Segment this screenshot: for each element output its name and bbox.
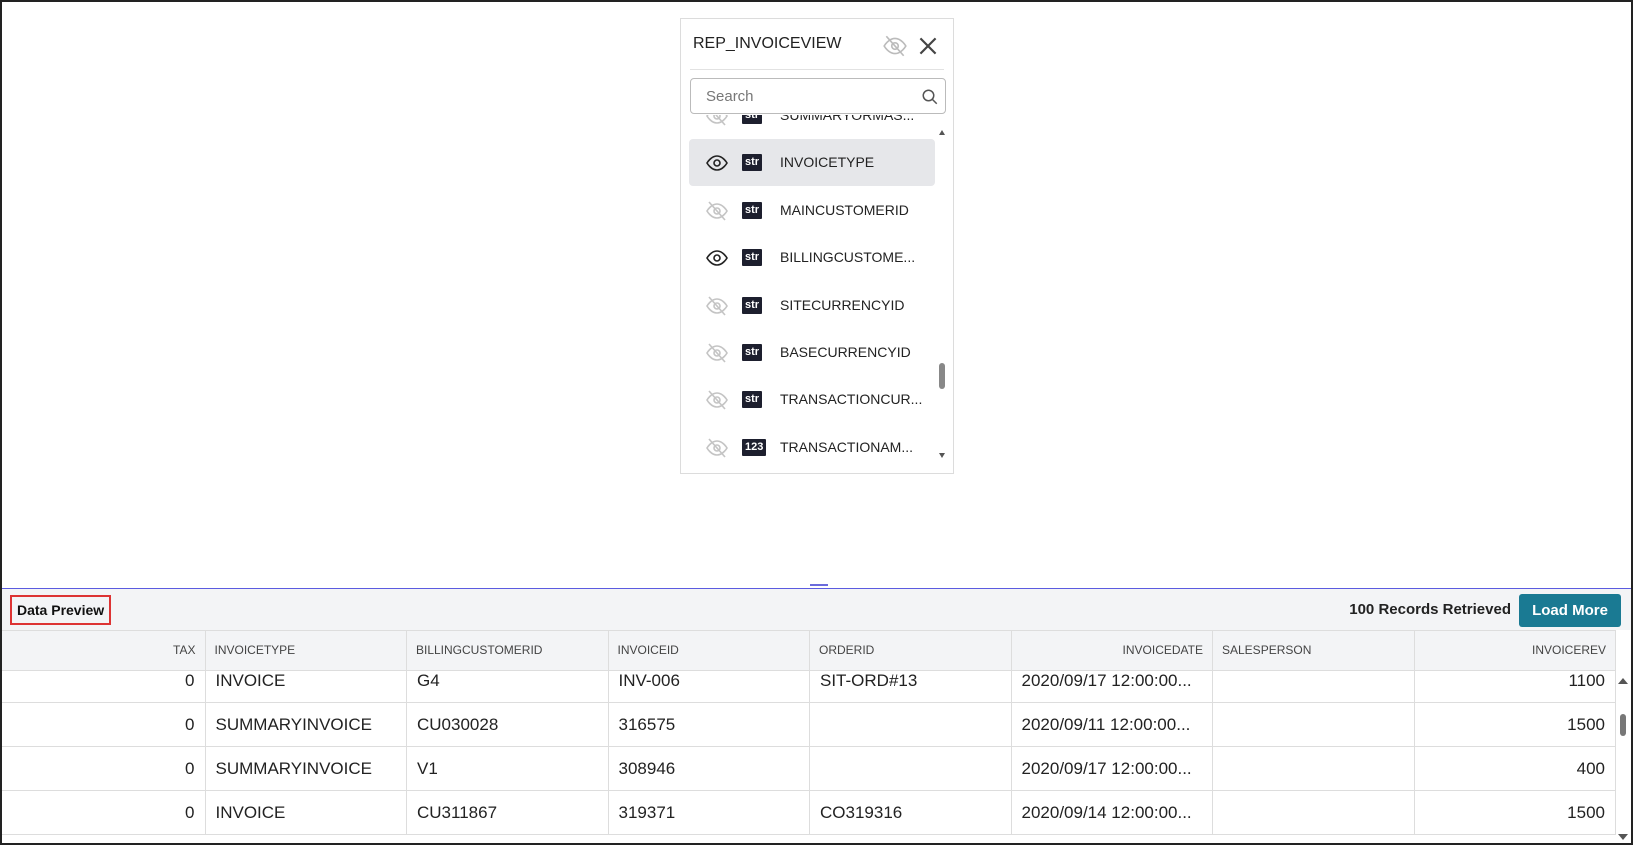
- table-cell: [810, 747, 1012, 790]
- hidden-icon[interactable]: [705, 436, 729, 460]
- scroll-thumb[interactable]: [939, 363, 945, 389]
- field-row: str BASECURRENCYID: [689, 329, 935, 376]
- field-name: INVOICETYPE: [780, 154, 875, 171]
- table-cell: 1100: [1415, 671, 1616, 702]
- column-header[interactable]: BILLINGCUSTOMERID: [407, 631, 609, 670]
- table-cell: V1: [407, 747, 609, 790]
- field-row: str INVOICETYPE: [689, 139, 935, 187]
- field-name: TRANSACTIONAM...: [780, 438, 914, 455]
- table-cell: CO319316: [810, 791, 1012, 834]
- field-row: str MAINCUSTOMERID: [689, 187, 935, 234]
- search-input[interactable]: Search: [690, 78, 946, 114]
- table-cell: [810, 703, 1012, 746]
- field-name: TRANSACTIONCUR...: [780, 391, 923, 408]
- type-badge: str: [742, 115, 763, 124]
- scrollbar: [939, 130, 945, 458]
- table-cell: INVOICE: [206, 671, 407, 702]
- table-row: 0 INVOICE G4 INV-006 SIT-ORD#13 2020/09/17 12…: [2, 671, 1616, 703]
- type-badge: str: [742, 154, 763, 172]
- table-cell: INVOICE: [206, 791, 407, 834]
- table-cell: 400: [1415, 747, 1616, 790]
- field-row: str BILLINGCUSTOME...: [689, 234, 935, 281]
- table-cell: 2020/09/17 12:00:00...: [1012, 671, 1213, 702]
- column-header[interactable]: INVOICEID: [609, 631, 810, 670]
- separator: [690, 69, 944, 70]
- type-badge: 123: [742, 438, 767, 456]
- hidden-icon[interactable]: [705, 199, 729, 223]
- visible-icon[interactable]: [705, 151, 729, 175]
- field-name: MAINCUSTOMERID: [780, 201, 909, 218]
- table-cell: SUMMARYINVOICE: [206, 747, 407, 790]
- records-count: 100 Records Retrieved: [1349, 601, 1511, 618]
- table-row: 0 SUMMARYINVOICE CU030028 316575 2020/09/11 …: [2, 703, 1616, 747]
- table-header: TAX INVOICETYPE BILLINGCUSTOMERID INVOICEID…: [2, 630, 1616, 671]
- table-cell: CU030028: [407, 703, 609, 746]
- column-header[interactable]: TAX: [4, 631, 206, 670]
- table-cell: 2020/09/14 12:00:00...: [1012, 791, 1213, 834]
- table-cell: [1213, 703, 1415, 746]
- table-cell: SUMMARYINVOICE: [206, 703, 407, 746]
- column-header[interactable]: INVOICETYPE: [206, 631, 407, 670]
- field-row: 123 TRANSACTIONAM...: [689, 424, 935, 471]
- table-cell: 1500: [1415, 703, 1616, 746]
- hidden-icon[interactable]: [705, 115, 729, 128]
- table-cell: 316575: [609, 703, 810, 746]
- table-body: 0 INVOICE G4 INV-006 SIT-ORD#13 2020/09/17 12…: [2, 671, 1616, 845]
- table-cell: 2020/09/11 12:00:00...: [1012, 703, 1213, 746]
- table-cell: 0: [4, 791, 206, 834]
- hidden-icon[interactable]: [705, 388, 729, 412]
- table-cell: 2020/09/17 12:00:00...: [1012, 747, 1213, 790]
- splitter: [2, 588, 1631, 589]
- table-cell: INV-006: [609, 671, 810, 702]
- type-badge: str: [742, 344, 763, 361]
- field-name: BASECURRENCYID: [780, 344, 911, 360]
- column-header[interactable]: INVOICEDATE: [1012, 631, 1213, 670]
- table-cell: 308946: [609, 747, 810, 790]
- table-row: 0 INVOICE CU311867 319371 CO319316 2020/09/14…: [2, 791, 1616, 835]
- load-more-button[interactable]: Load More: [1519, 594, 1621, 627]
- hidden-icon[interactable]: [705, 294, 729, 318]
- panel-title: REP_INVOICEVIEW: [693, 35, 842, 52]
- column-header[interactable]: SALESPERSON: [1213, 631, 1415, 670]
- table-cell: [1213, 747, 1415, 790]
- column-header[interactable]: ORDERID: [810, 631, 1012, 670]
- type-badge: str: [742, 249, 763, 267]
- table-cell: 0: [4, 671, 206, 702]
- field-name: BILLINGCUSTOME...: [780, 249, 916, 266]
- table-cell: 0: [4, 747, 206, 790]
- table-cell: [1213, 671, 1415, 702]
- hide-all-button[interactable]: [882, 33, 908, 59]
- search-placeholder: Search: [706, 88, 754, 105]
- type-badge: str: [742, 296, 763, 314]
- field-name: SITECURRENCYID: [780, 296, 905, 313]
- type-badge: str: [742, 201, 763, 219]
- field-row: str SUMMARYORMAS...: [689, 115, 935, 139]
- field-row: str SITECURRENCYID: [689, 282, 935, 329]
- field-row: str TRANSACTIONCUR...: [689, 376, 935, 423]
- table-cell: CU311867: [407, 791, 609, 834]
- table-cell: 1500: [1415, 791, 1616, 834]
- preview-title: Data Preview: [10, 595, 112, 625]
- table-cell: G4: [407, 671, 609, 702]
- hidden-icon[interactable]: [705, 341, 729, 365]
- type-badge: str: [742, 391, 763, 409]
- field-list: str SUMMARYORMAS... str INVOICETYPE str MAINC…: [681, 115, 953, 473]
- table-scrollbar: [1618, 678, 1628, 840]
- field-panel: REP_INVOICEVIEW Search str SUMMARYORMAS..…: [680, 18, 954, 474]
- preview-toolbar: Data Preview 100 Records Retrieved Load …: [2, 589, 1631, 630]
- table-cell: [1213, 791, 1415, 834]
- search-icon: [922, 89, 938, 105]
- field-name: SUMMARYORMAS...: [780, 115, 915, 123]
- close-button[interactable]: [915, 33, 941, 59]
- column-header[interactable]: INVOICEREV: [1415, 631, 1616, 670]
- table-cell: SIT-ORD#13: [810, 671, 1012, 702]
- table-row: 0 SUMMARYINVOICE V1 308946 2020/09/17 12:00:…: [2, 747, 1616, 791]
- table-cell: 319371: [609, 791, 810, 834]
- table-cell: 0: [4, 703, 206, 746]
- visible-icon[interactable]: [705, 246, 729, 270]
